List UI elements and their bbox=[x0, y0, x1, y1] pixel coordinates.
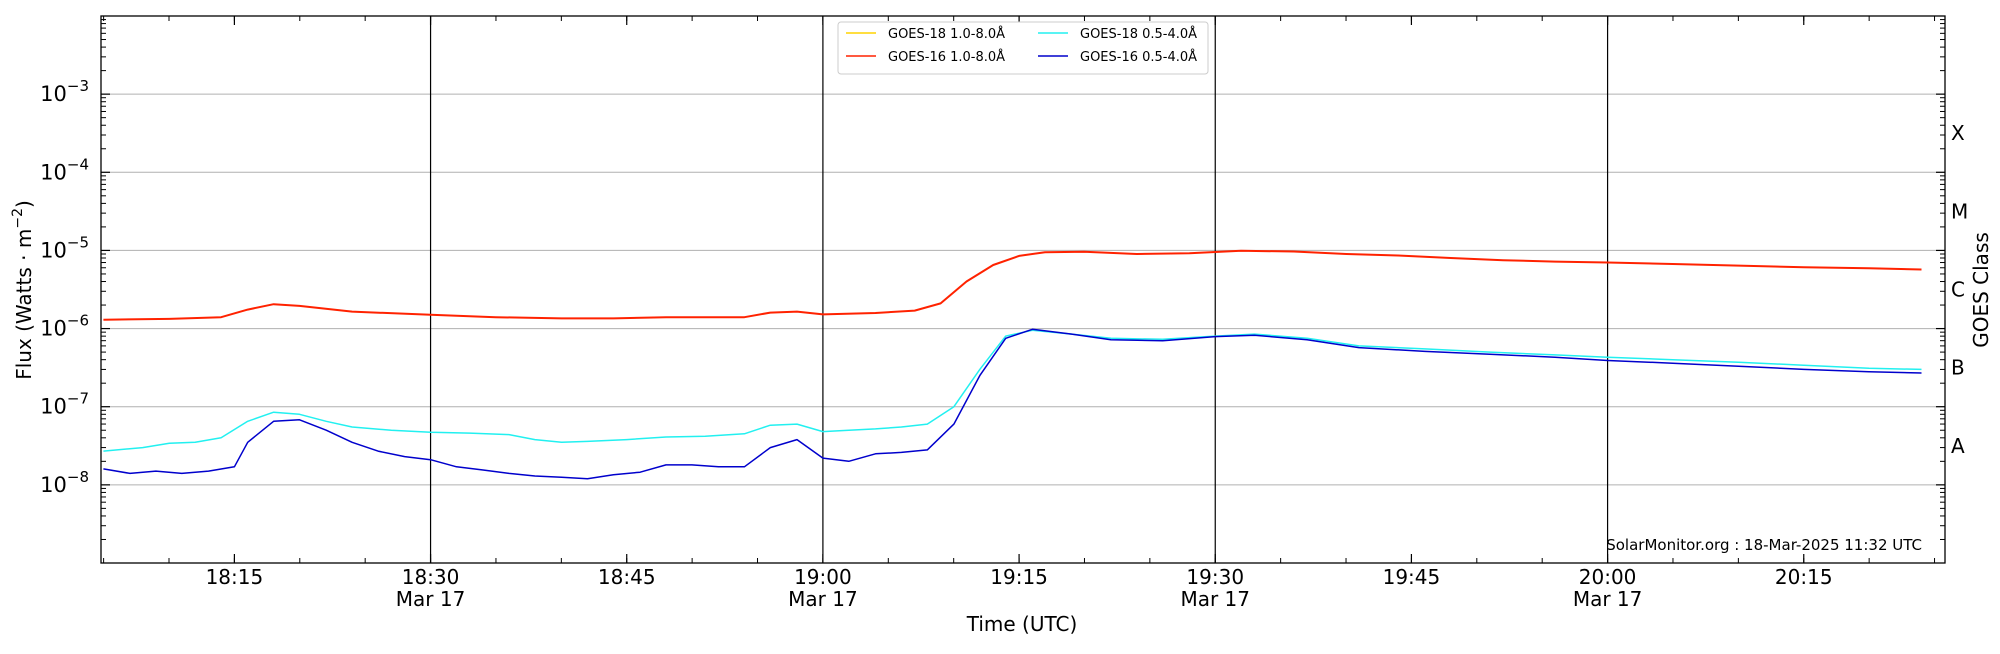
legend-label: GOES-16 0.5-4.0Å bbox=[1080, 49, 1197, 65]
goes-class-label: M bbox=[1951, 199, 1968, 223]
x-tick-label: 19:30 bbox=[1186, 565, 1244, 589]
legend-label: GOES-18 1.0-8.0Å bbox=[888, 26, 1005, 42]
goes-class-label: C bbox=[1951, 278, 1965, 302]
y-tick-label: 10−4 bbox=[40, 155, 89, 184]
y-axis-label-close: ) bbox=[12, 200, 36, 208]
series-line-3 bbox=[103, 328, 1922, 480]
legend-label: GOES-16 1.0-8.0Å bbox=[888, 49, 1005, 65]
legend-label: GOES-18 0.5-4.0Å bbox=[1080, 26, 1197, 42]
x-tick-label: 20:00 bbox=[1579, 565, 1637, 589]
y-tick-label: 10−6 bbox=[40, 312, 89, 341]
y-tick-label: 10−8 bbox=[40, 468, 89, 497]
x-tick-label: 19:15 bbox=[990, 565, 1048, 589]
y-tick-label: 10−3 bbox=[40, 77, 89, 106]
y-axis-title: Flux (Watts · m−2) bbox=[10, 200, 36, 380]
legend: GOES-18 1.0-8.0Å GOES-18 0.5-4.0Å GOES-16 … bbox=[837, 21, 1209, 75]
goes-class-label: X bbox=[1951, 121, 1965, 145]
x-tick-label: 18:45 bbox=[598, 565, 656, 589]
legend-box bbox=[837, 21, 1209, 75]
series-layer bbox=[103, 249, 1922, 480]
y-axis-label-exponent: −2 bbox=[10, 208, 26, 229]
x-tick-label: 20:15 bbox=[1775, 565, 1833, 589]
x-axis-label: Time (UTC) bbox=[966, 612, 1078, 636]
series-line-2 bbox=[103, 329, 1922, 452]
x-tick-label: 19:00 bbox=[794, 565, 852, 589]
x-tick-date-label: Mar 17 bbox=[788, 587, 858, 611]
x-tick-label: 18:30 bbox=[402, 565, 460, 589]
goes-class-axis-label: GOES Class bbox=[1969, 232, 1993, 348]
x-tick-label: 18:15 bbox=[206, 565, 264, 589]
y-tick-label: 10−7 bbox=[40, 390, 89, 419]
series-line-1 bbox=[103, 249, 1922, 321]
watermark-text: SolarMonitor.org : 18-Mar-2025 11:32 UTC bbox=[1606, 536, 1922, 554]
x-tick-label: 19:45 bbox=[1383, 565, 1441, 589]
x-tick-date-label: Mar 17 bbox=[396, 587, 466, 611]
y-tick-label: 10−5 bbox=[40, 233, 89, 262]
x-tick-date-label: Mar 17 bbox=[1573, 587, 1643, 611]
grid-layer bbox=[101, 93, 1945, 486]
goes-class-label: A bbox=[1951, 434, 1965, 458]
x-tick-date-label: Mar 17 bbox=[1180, 587, 1250, 611]
time-marker-lines bbox=[429, 16, 1609, 563]
y-axis-label: Flux (Watts · m−2) bbox=[10, 200, 36, 380]
goes-class-label: B bbox=[1951, 356, 1965, 380]
legend-items: GOES-18 1.0-8.0Å GOES-18 0.5-4.0Å GOES-16 … bbox=[846, 26, 1197, 65]
plot-frame bbox=[100, 15, 1946, 564]
